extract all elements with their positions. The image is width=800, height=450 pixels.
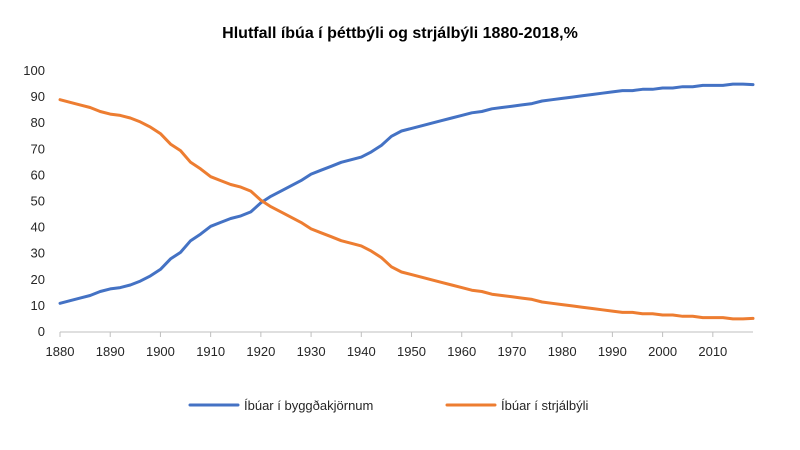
x-tick-label: 1990 bbox=[598, 344, 627, 359]
x-tick-label: 1920 bbox=[246, 344, 275, 359]
x-tick-label: 1890 bbox=[96, 344, 125, 359]
x-axis: 1880 1890 1900 1910 1920 1930 1940 1950 1960 1970… bbox=[46, 331, 753, 359]
x-tick-label: 1880 bbox=[46, 344, 75, 359]
x-tick-label: 1950 bbox=[397, 344, 426, 359]
x-tick-label: 1930 bbox=[297, 344, 326, 359]
y-tick-label: 0 bbox=[38, 324, 45, 339]
x-tick-label: 1900 bbox=[146, 344, 175, 359]
y-tick-label: 90 bbox=[31, 89, 45, 104]
y-tick-label: 40 bbox=[31, 220, 45, 235]
x-tick-label: 1910 bbox=[196, 344, 225, 359]
y-axis-tick-labels: 0 10 20 30 40 50 60 70 80 90 100 bbox=[23, 63, 45, 339]
y-tick-label: 10 bbox=[31, 298, 45, 313]
y-tick-label: 30 bbox=[31, 246, 45, 261]
x-tick-label: 1980 bbox=[548, 344, 577, 359]
y-tick-label: 70 bbox=[31, 141, 45, 156]
legend-label-1: Íbúar í byggðakjörnum bbox=[244, 398, 373, 413]
legend-label-2: Íbúar í strjálbýli bbox=[501, 398, 589, 413]
x-tick-label: 1970 bbox=[497, 344, 526, 359]
y-tick-label: 60 bbox=[31, 167, 45, 182]
y-tick-label: 50 bbox=[31, 194, 45, 209]
chart-title: Hlutfall íbúa í þéttbýli og strjálbýli 1… bbox=[222, 25, 578, 42]
x-tick-label: 2000 bbox=[648, 344, 677, 359]
series-line-1 bbox=[58, 82, 755, 305]
y-tick-label: 20 bbox=[31, 272, 45, 287]
x-tick-label: 1960 bbox=[447, 344, 476, 359]
y-tick-label: 80 bbox=[31, 115, 45, 130]
x-tick-label: 1940 bbox=[347, 344, 376, 359]
x-tick-label: 2010 bbox=[698, 344, 727, 359]
series-lines bbox=[58, 82, 755, 321]
y-tick-label: 100 bbox=[23, 63, 45, 78]
legend: Íbúar í byggðakjörnum Íbúar í strjálbýli bbox=[188, 398, 589, 413]
series-line-2 bbox=[58, 98, 755, 321]
